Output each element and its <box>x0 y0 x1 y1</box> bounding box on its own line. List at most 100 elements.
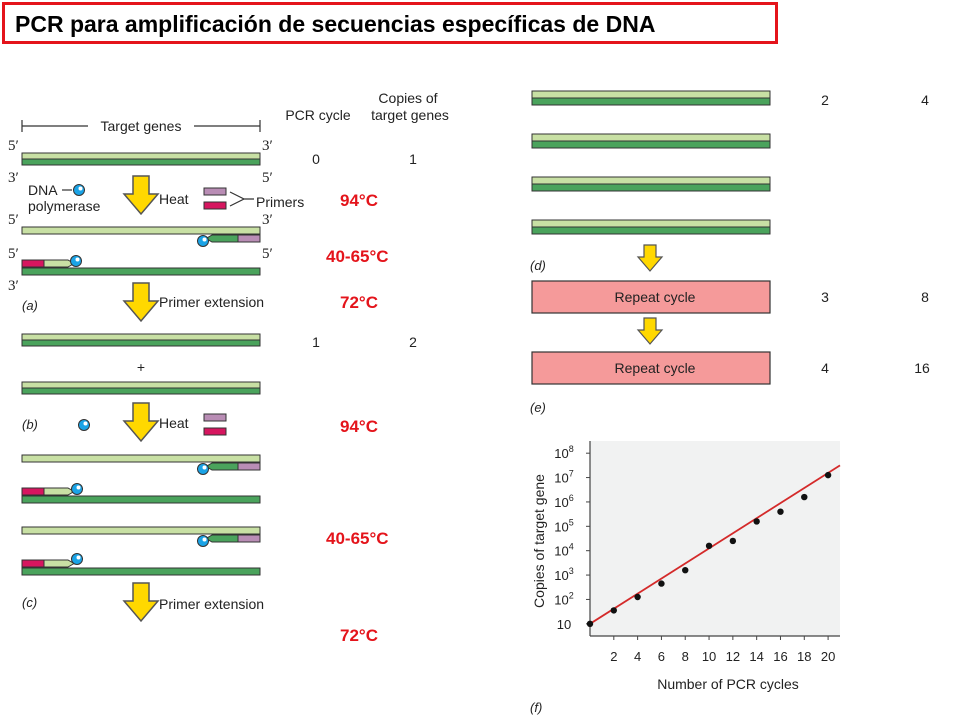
data-point <box>801 493 808 501</box>
data-point <box>658 580 665 587</box>
cycle-value: 2 <box>821 92 829 108</box>
panel-label-e: (e) <box>530 400 546 415</box>
plus-sign: + <box>137 359 145 375</box>
temp-anneal: 40-65°C <box>326 247 389 266</box>
five-prime-label: 5′ <box>8 212 19 228</box>
single-strand <box>21 226 261 235</box>
panel-label-b: (b) <box>22 417 38 432</box>
product-dna <box>531 219 771 228</box>
data-point <box>586 620 594 628</box>
product-dna <box>531 90 771 99</box>
x-tick-label: 16 <box>773 649 787 664</box>
copies-header-line2: target genes <box>371 107 449 123</box>
single-strand <box>21 267 261 276</box>
data-point <box>753 518 760 525</box>
cycle-value: 0 <box>312 151 320 167</box>
y-tick-label: 102 <box>554 590 573 607</box>
down-arrow <box>637 244 663 272</box>
polymerase-icon <box>197 235 209 247</box>
extension-arrow <box>123 282 159 322</box>
data-point <box>705 542 713 550</box>
x-tick-label: 20 <box>821 649 835 664</box>
primer-icon <box>203 201 227 210</box>
x-tick-label: 8 <box>682 649 689 664</box>
x-tick-label: 12 <box>726 649 740 664</box>
panel-label-d: (d) <box>530 258 546 273</box>
x-tick-label: 6 <box>658 649 665 664</box>
temp-anneal: 40-65°C <box>326 529 389 548</box>
primer-extension-label: Primer extension <box>159 596 264 612</box>
pcr-cycle-header: PCR cycle <box>285 107 351 123</box>
five-prime-label: 5′ <box>262 170 273 186</box>
y-tick-label: 106 <box>554 493 573 510</box>
copies-value: 1 <box>409 151 417 167</box>
primer-icon <box>203 413 227 422</box>
three-prime-label: 3′ <box>262 212 273 228</box>
heat-label: Heat <box>159 191 189 207</box>
title-box: PCR para amplificación de secuencias esp… <box>2 2 778 44</box>
y-tick-label: 107 <box>554 469 573 486</box>
copies-value: 2 <box>409 334 417 350</box>
y-tick-label: 10 <box>557 617 571 632</box>
copies-value: 8 <box>921 289 929 305</box>
y-tick-label: 103 <box>554 566 573 583</box>
y-tick-label: 108 <box>554 444 573 461</box>
x-axis-label: Number of PCR cycles <box>657 676 799 692</box>
x-tick-label: 18 <box>797 649 811 664</box>
primer <box>21 487 45 496</box>
cycle-value: 3 <box>821 289 829 305</box>
cycle-value: 1 <box>312 334 320 350</box>
heat-arrow <box>123 402 159 442</box>
fit-line <box>589 464 841 625</box>
single-strand <box>21 526 261 535</box>
panel-label-f: (f) <box>530 700 542 715</box>
primer <box>237 234 261 243</box>
heat-arrow <box>123 175 159 215</box>
data-point <box>777 508 784 515</box>
pcr-chart: 2 4 6 8 10 12 14 16 18 2010102103104105106107108 … <box>531 441 841 692</box>
primers-label: Primers <box>256 194 304 210</box>
chart-plot-area <box>590 441 840 636</box>
single-strand <box>21 495 261 504</box>
primer-extension-label: Primer extension <box>159 294 264 310</box>
polymerase-icon <box>71 553 83 565</box>
repeat-cycle-label: Repeat cycle <box>615 360 696 376</box>
cycle-value: 4 <box>821 360 829 376</box>
primer-icon <box>203 427 227 436</box>
primer-icon <box>203 187 227 196</box>
temp-extend: 72°C <box>340 293 378 312</box>
five-prime-label: 5′ <box>262 246 273 262</box>
polymerase-label: polymerase <box>28 198 101 214</box>
repeat-cycle-box <box>531 351 771 385</box>
data-point <box>682 566 689 574</box>
panel-label-c: (c) <box>22 595 37 610</box>
three-prime-label: 3′ <box>262 138 273 154</box>
data-point <box>634 593 641 601</box>
polymerase-icon <box>71 483 83 495</box>
single-strand <box>21 454 261 463</box>
data-point <box>729 537 737 545</box>
five-prime-label: 5′ <box>8 138 19 154</box>
product-dna <box>531 133 771 142</box>
page-title: PCR para amplificación de secuencias esp… <box>15 11 656 37</box>
down-arrow <box>637 317 663 345</box>
polymerase-icon <box>70 255 82 267</box>
data-point <box>610 607 618 614</box>
single-strand <box>21 567 261 576</box>
x-tick-label: 14 <box>749 649 763 664</box>
x-tick-label: 2 <box>610 649 617 664</box>
copies-value: 4 <box>921 92 929 108</box>
target-genes-label: Target genes <box>101 118 182 134</box>
y-tick-label: 104 <box>554 542 573 559</box>
copies-header-line1: Copies of <box>378 90 437 106</box>
extension-arrow <box>123 582 159 622</box>
repeat-cycle-box <box>531 280 771 314</box>
three-prime-label: 3′ <box>8 278 19 294</box>
temp-denature: 94°C <box>340 191 378 210</box>
dna-label: DNA <box>28 182 58 198</box>
polymerase-icon <box>197 463 209 475</box>
polymerase-icon <box>73 184 85 196</box>
temp-extend: 72°C <box>340 626 378 645</box>
x-tick-label: 4 <box>634 649 641 664</box>
